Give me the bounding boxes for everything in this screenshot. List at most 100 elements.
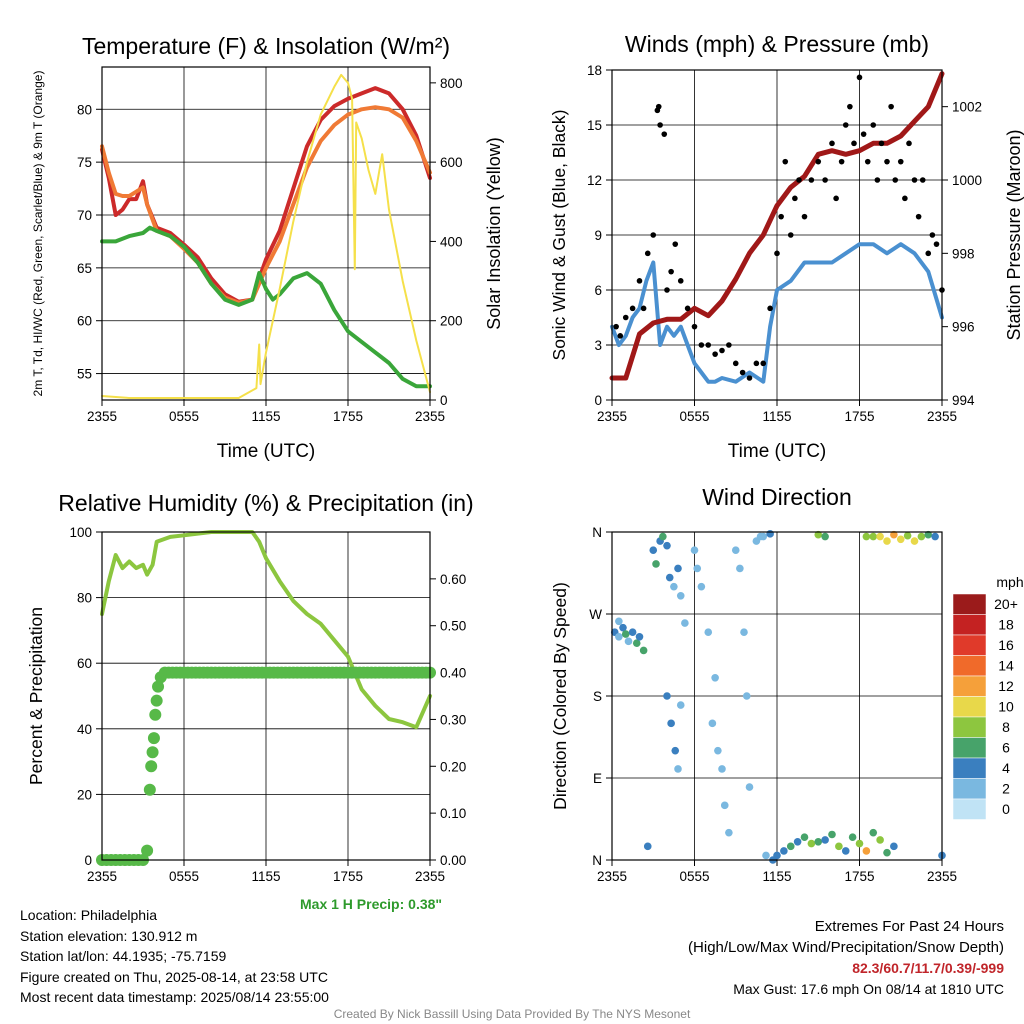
legend-swatch [952, 593, 987, 615]
x-tick-label: 2355 [597, 409, 627, 424]
legend-label: 16 [998, 637, 1014, 653]
y-tick-label: 60 [77, 656, 92, 671]
plot-frame [101, 66, 431, 401]
direction-point [883, 848, 891, 857]
gust-point [919, 177, 926, 183]
gust-point [677, 278, 684, 284]
direction-point [740, 628, 748, 637]
x-tick-label: 1755 [844, 869, 874, 884]
direction-point [681, 619, 689, 627]
direction-point [711, 673, 719, 682]
gust-point [655, 103, 662, 110]
gust-point [822, 177, 828, 183]
gust-point [897, 158, 904, 165]
extremes-heading: Extremes For Past 24 Hours [814, 918, 1004, 935]
gust-point [925, 250, 932, 257]
gust-point [753, 360, 760, 367]
direction-point [652, 560, 660, 568]
legend-label: 20+ [994, 596, 1018, 612]
gust-point [726, 342, 732, 348]
direction-point [676, 701, 685, 709]
gust-point [664, 287, 670, 293]
gust-point [613, 323, 619, 330]
direction-point [639, 646, 648, 655]
direction-point [704, 628, 713, 637]
x-axis-label: Time (UTC) [728, 441, 827, 462]
credit-line: Created By Nick Bassill Using Data Provi… [333, 1007, 691, 1021]
y2-tick-label: 600 [440, 155, 463, 170]
elevation-text: Station elevation: 130.912 m [20, 927, 198, 944]
gust-point [661, 131, 668, 137]
y-tick-label: 70 [77, 208, 92, 223]
precip-point [145, 760, 158, 773]
gust-point [782, 158, 789, 165]
gust-point [657, 122, 663, 128]
direction-point [869, 532, 878, 541]
gust-point [856, 74, 863, 81]
legend-label: 6 [1002, 740, 1010, 756]
direction-point [876, 836, 884, 844]
gust-point [796, 177, 802, 183]
y-tick-label: 9 [594, 228, 602, 243]
legend-label: 4 [1002, 760, 1010, 776]
y2-tick-label: 0 [440, 393, 448, 408]
x-tick-label: 0555 [679, 869, 709, 884]
legend-swatch [952, 716, 987, 738]
direction-point [619, 623, 627, 632]
gust-point [705, 342, 712, 348]
y2-tick-label: 994 [952, 393, 975, 408]
legend-label: 12 [998, 678, 1014, 694]
y2-tick-label: 0.40 [440, 666, 466, 681]
direction-point [693, 564, 702, 573]
gust-point [719, 347, 725, 354]
direction-point [800, 833, 809, 842]
gust-point [698, 342, 705, 348]
gust-point [712, 351, 718, 357]
direction-point [649, 546, 658, 555]
x-tick-label: 2355 [597, 869, 627, 884]
legend-label: 10 [998, 699, 1014, 715]
gust-point [668, 268, 674, 275]
direction-point [931, 532, 939, 541]
y-tick-label: N [592, 853, 602, 868]
direction-point [835, 842, 843, 851]
y-tick-label: S [593, 689, 602, 704]
legend-swatch [952, 696, 987, 718]
direction-point [780, 847, 788, 855]
direction-point [742, 692, 751, 700]
direction-point [890, 530, 898, 539]
y-tick-label: 75 [77, 155, 92, 170]
direction-point [697, 582, 706, 591]
direction-point [725, 828, 733, 837]
gust-point [864, 158, 871, 165]
precip-point [147, 732, 160, 745]
x-tick-label: 0555 [679, 409, 709, 424]
y-tick-label: 55 [77, 367, 92, 382]
chart-title: Relative Humidity (%) & Precipitation (i… [58, 490, 473, 516]
gust-point [915, 213, 922, 220]
y2-tick-label: 0.30 [440, 712, 466, 727]
gust-point [617, 333, 624, 339]
gust-point [644, 250, 651, 257]
direction-point [848, 833, 857, 842]
series-line [610, 242, 944, 384]
gust-point [838, 158, 845, 165]
direction-point [869, 828, 878, 837]
direction-point [731, 546, 740, 555]
y-tick-label: 100 [69, 525, 92, 540]
gust-point [911, 177, 918, 183]
y2-tick-label: 996 [952, 320, 975, 335]
direction-point [821, 836, 829, 844]
direction-point [628, 628, 637, 637]
gust-point [878, 140, 885, 147]
y-tick-label: 18 [587, 63, 602, 78]
direction-point [862, 532, 871, 541]
series-line [609, 71, 945, 381]
y-tick-label: 3 [594, 338, 602, 353]
gust-point [884, 158, 890, 165]
direction-point [665, 573, 674, 582]
y-axis-label: Sonic Wind & Gust (Blue, Black) [549, 110, 569, 361]
extremes-subheading: (High/Low/Max Wind/Precipitation/Snow De… [688, 938, 1004, 956]
x-tick-label: 0555 [169, 869, 199, 884]
direction-point [773, 851, 781, 860]
